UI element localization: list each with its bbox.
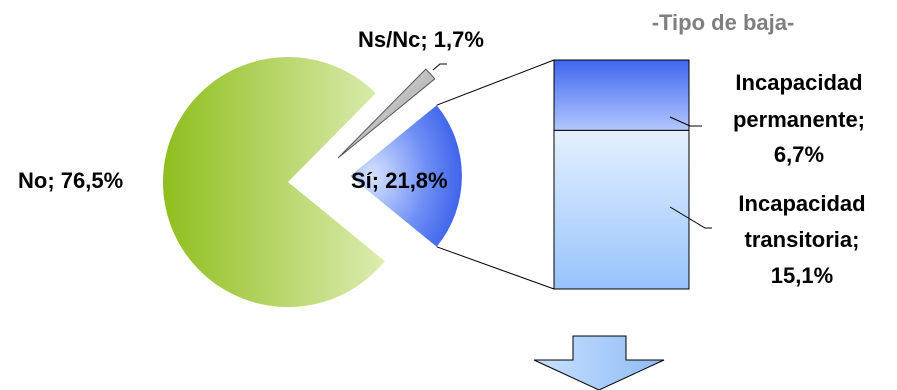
connector-top — [436, 59, 555, 106]
connector-bottom — [436, 246, 555, 290]
bar-label-transitoria-line3: 15,1% — [771, 263, 833, 288]
bar-leader-permanente — [669, 116, 702, 127]
bar-title: -Tipo de baja- — [652, 10, 795, 35]
down-arrow — [533, 335, 665, 390]
bar-label-permanente-line2: permanente; — [733, 107, 865, 132]
pie-label-nsnc: Ns/Nc; 1,7% — [358, 27, 484, 52]
pie-slice-no — [162, 57, 385, 308]
bar-leader-transitoria — [669, 206, 712, 229]
pie-label-no: No; 76,5% — [18, 168, 123, 193]
bar-label-permanente-line3: 6,7% — [774, 142, 824, 167]
bar-label-permanente-line1: Incapacidad — [735, 70, 862, 95]
pie-slice-nsnc — [337, 68, 436, 159]
bar-label-transitoria-line2: transitoria; — [745, 227, 860, 252]
pie-label-si: Sí; 21,8% — [351, 168, 448, 193]
bar-segment-transitoria — [553, 129, 690, 290]
bar-label-transitoria-line1: Incapacidad — [738, 191, 865, 216]
pie-slice-si — [350, 105, 462, 247]
bar-segment-permanente — [553, 59, 690, 131]
pie-leader-nsnc — [432, 63, 447, 71]
